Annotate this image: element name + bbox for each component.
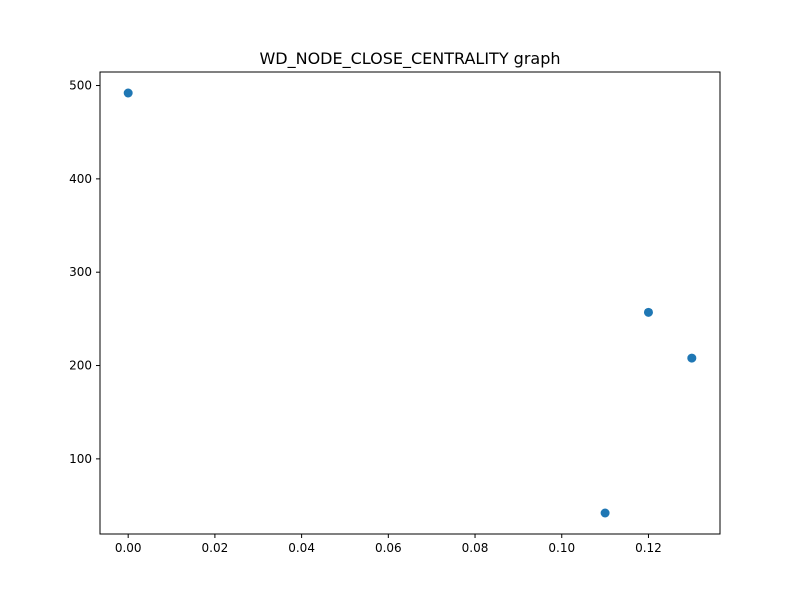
scatter-point bbox=[687, 353, 697, 363]
x-tick-label: 0.12 bbox=[635, 541, 662, 555]
y-axis: 100 200 300 400 500 bbox=[69, 79, 100, 466]
x-axis: 0.00 0.02 0.04 0.06 0.08 0.10 0.12 bbox=[115, 534, 662, 555]
x-tick-label: 0.08 bbox=[462, 541, 489, 555]
scatter-point bbox=[643, 307, 653, 317]
scatter-point bbox=[123, 88, 133, 98]
x-tick-label: 0.04 bbox=[288, 541, 315, 555]
x-tick-label: 0.10 bbox=[548, 541, 575, 555]
chart-title: WD_NODE_CLOSE_CENTRALITY graph bbox=[259, 49, 560, 69]
y-tick-label: 500 bbox=[69, 79, 92, 93]
y-tick-label: 200 bbox=[69, 359, 92, 373]
scatter-point bbox=[600, 508, 610, 518]
x-tick-label: 0.00 bbox=[115, 541, 142, 555]
y-tick-label: 100 bbox=[69, 452, 92, 466]
x-tick-label: 0.06 bbox=[375, 541, 402, 555]
y-tick-label: 300 bbox=[69, 265, 92, 279]
plot-area-frame bbox=[99, 71, 721, 535]
scatter-points bbox=[123, 88, 697, 518]
x-tick-label: 0.02 bbox=[202, 541, 229, 555]
y-tick-label: 400 bbox=[69, 172, 92, 186]
